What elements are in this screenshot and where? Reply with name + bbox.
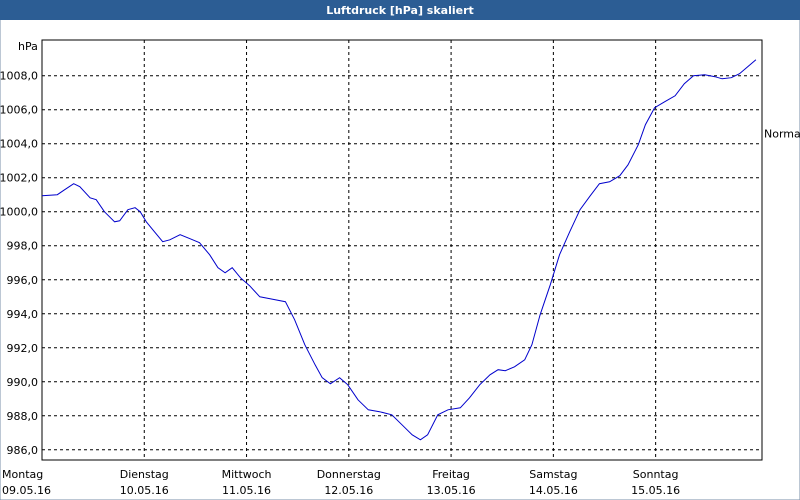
x-tick-label: Mittwoch: [222, 468, 272, 481]
plot-frame: [41, 39, 763, 461]
x-tick-label: Montag: [2, 468, 43, 481]
title-bar: [0, 0, 800, 20]
y-tick-label: 986,0: [7, 444, 39, 457]
y-tick-label: 1000,0: [0, 206, 38, 219]
y-tick-label: 994,0: [7, 308, 39, 321]
x-tick-date: 12.05.16: [324, 484, 373, 497]
x-tick-date: 13.05.16: [427, 484, 476, 497]
line-series: [41, 59, 757, 441]
chart-title: Luftdruck [hPa] skaliert: [326, 4, 474, 17]
y-tick-label: 1002,0: [0, 172, 38, 185]
x-tick-label: Freitag: [432, 468, 470, 481]
y-tick-label: 1008,0: [0, 70, 38, 83]
y-tick-label: 1004,0: [0, 138, 38, 151]
x-tick-date: 09.05.16: [2, 484, 51, 497]
y-tick-label: 1006,0: [0, 104, 38, 117]
y-tick-label: 998,0: [7, 240, 39, 253]
x-tick-date: 14.05.16: [529, 484, 578, 497]
x-tick-date: 11.05.16: [222, 484, 271, 497]
x-tick-label: Samstag: [529, 468, 577, 481]
y-tick-label: 992,0: [7, 342, 39, 355]
y-unit: hPa: [18, 40, 38, 53]
y-tick-label: 988,0: [7, 410, 39, 423]
y-tick-label: 990,0: [7, 376, 39, 389]
x-tick-label: Sonntag: [633, 468, 679, 481]
x-tick-label: Donnerstag: [317, 468, 381, 481]
x-tick-date: 15.05.16: [631, 484, 680, 497]
x-tick-date: 10.05.16: [120, 484, 169, 497]
annotation: Normal: [764, 128, 800, 141]
x-tick-label: Dienstag: [120, 468, 169, 481]
y-tick-label: 996,0: [7, 274, 39, 287]
